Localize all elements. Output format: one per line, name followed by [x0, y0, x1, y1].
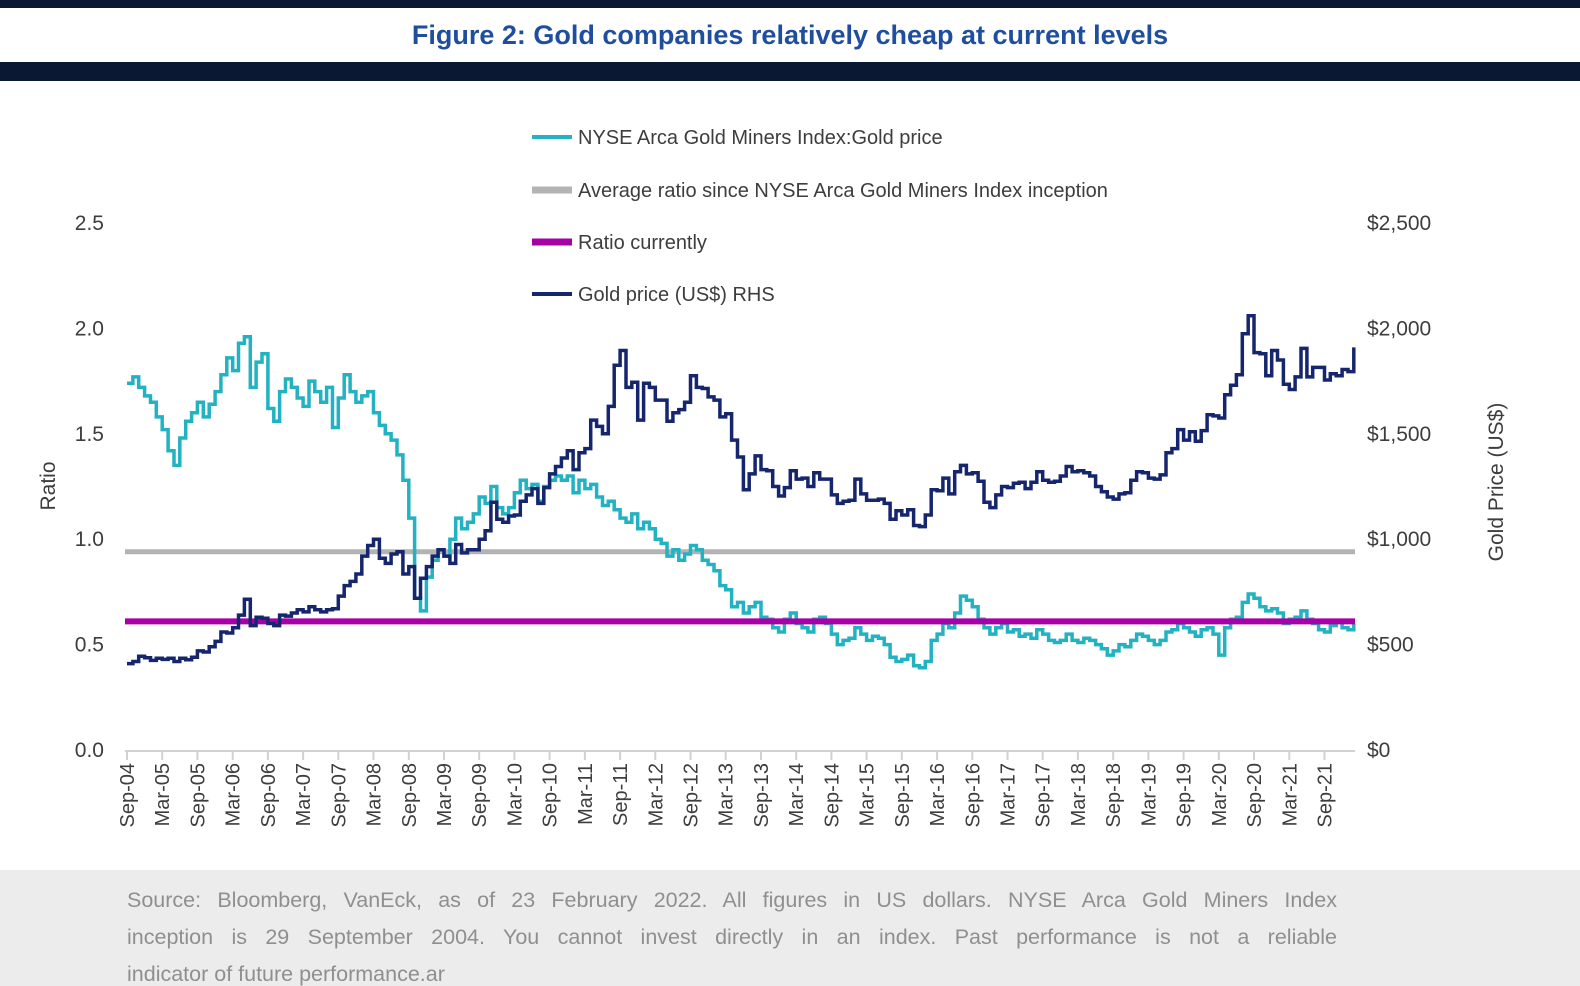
x-tick-label-Sep-21: Sep-21 — [1315, 763, 1337, 828]
x-tick-label-Sep-18: Sep-18 — [1103, 763, 1125, 828]
x-tick-label-Sep-12: Sep-12 — [681, 763, 703, 828]
x-tick-label-Mar-21: Mar-21 — [1279, 763, 1301, 826]
x-tick-label-Mar-16: Mar-16 — [927, 763, 949, 826]
left-axis-title: Ratio — [37, 461, 60, 510]
source-note: Source: Bloomberg, VanEck, as of 23 Febr… — [127, 882, 1337, 986]
left-tick-label-2.5: 2.5 — [75, 212, 104, 235]
x-tick-label-Sep-15: Sep-15 — [892, 763, 914, 828]
x-tick-label-Mar-10: Mar-10 — [504, 763, 526, 826]
x-tick-label-Mar-09: Mar-09 — [434, 763, 456, 826]
left-tick-label-0.5: 0.5 — [75, 634, 104, 657]
source-line-3: indicator of future performance.ar — [127, 962, 445, 986]
left-tick-label-0.0: 0.0 — [75, 739, 104, 762]
x-tick-label-Sep-04: Sep-04 — [117, 763, 139, 828]
x-tick-label-Sep-09: Sep-09 — [469, 763, 491, 828]
x-tick-label-Sep-20: Sep-20 — [1244, 763, 1266, 828]
x-tick-label-Mar-07: Mar-07 — [293, 763, 315, 826]
left-tick-label-2.0: 2.0 — [75, 317, 104, 340]
x-tick-label-Mar-20: Mar-20 — [1209, 763, 1231, 826]
x-tick-label-Mar-19: Mar-19 — [1138, 763, 1160, 826]
right-tick-label-$500: $500 — [1367, 634, 1414, 657]
source-band: Source: Bloomberg, VanEck, as of 23 Febr… — [0, 870, 1580, 986]
x-tick-label-Sep-11: Sep-11 — [610, 763, 632, 826]
source-line-2: inception is 29 September 2004. You cann… — [127, 925, 1337, 949]
gold-price-series-line — [127, 314, 1356, 666]
x-tick-label-Mar-15: Mar-15 — [857, 763, 879, 826]
right-tick-label-$0: $0 — [1367, 739, 1390, 762]
x-tick-label-Sep-10: Sep-10 — [540, 763, 562, 828]
right-axis-title: Gold Price (US$) — [1485, 403, 1508, 562]
x-tick-label-Mar-05: Mar-05 — [152, 763, 174, 826]
legend-label-1: Average ratio since NYSE Arca Gold Miner… — [578, 180, 1108, 202]
x-tick-label-Mar-08: Mar-08 — [364, 763, 386, 826]
title-row: Figure 2: Gold companies relatively chea… — [0, 8, 1580, 62]
header-bar-accent — [0, 62, 1580, 81]
x-tick-label-Sep-06: Sep-06 — [258, 763, 280, 828]
x-tick-label-Sep-13: Sep-13 — [751, 763, 773, 828]
x-tick-label-Sep-05: Sep-05 — [187, 763, 209, 828]
x-tick-label-Mar-11: Mar-11 — [575, 763, 597, 825]
right-tick-label-$1,500: $1,500 — [1367, 423, 1431, 446]
x-tick-label-Mar-06: Mar-06 — [223, 763, 245, 826]
legend-label-2: Ratio currently — [578, 232, 707, 254]
legend-label-0: NYSE Arca Gold Miners Index:Gold price — [578, 127, 943, 149]
left-tick-label-1.5: 1.5 — [75, 423, 104, 446]
x-tick-label-Sep-07: Sep-07 — [328, 763, 350, 828]
x-tick-label-Mar-17: Mar-17 — [998, 763, 1020, 826]
x-tick-label-Sep-17: Sep-17 — [1033, 763, 1055, 828]
right-tick-label-$2,500: $2,500 — [1367, 212, 1431, 235]
right-tick-label-$1,000: $1,000 — [1367, 528, 1431, 551]
x-tick-label-Sep-16: Sep-16 — [962, 763, 984, 828]
x-tick-label-Sep-08: Sep-08 — [399, 763, 421, 828]
x-tick-label-Mar-14: Mar-14 — [786, 763, 808, 826]
header-bar-top — [0, 0, 1580, 8]
x-tick-label-Sep-14: Sep-14 — [821, 763, 843, 828]
source-line-1: Source: Bloomberg, VanEck, as of 23 Febr… — [127, 888, 1337, 912]
left-tick-label-1.0: 1.0 — [75, 528, 104, 551]
x-tick-label-Mar-12: Mar-12 — [645, 763, 667, 826]
figure-title: Figure 2: Gold companies relatively chea… — [411, 19, 1169, 50]
x-tick-label-Sep-19: Sep-19 — [1174, 763, 1196, 828]
ratio-series-line — [127, 335, 1356, 670]
x-tick-label-Mar-18: Mar-18 — [1068, 763, 1090, 826]
legend-label-3: Gold price (US$) RHS — [578, 284, 775, 306]
right-tick-label-$2,000: $2,000 — [1367, 317, 1431, 340]
x-tick-label-Mar-13: Mar-13 — [716, 763, 738, 826]
